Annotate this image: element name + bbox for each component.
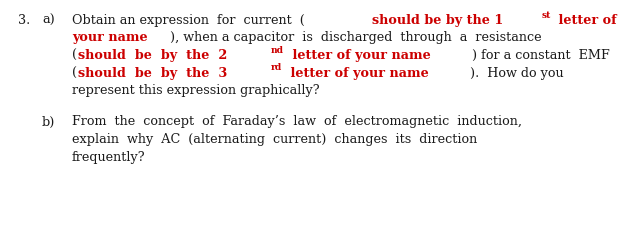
Text: From  the  concept  of  Faraday’s  law  of  electromagnetic  induction,: From the concept of Faraday’s law of ele… (72, 115, 522, 128)
Text: rd: rd (271, 63, 282, 72)
Text: (: ( (72, 66, 77, 79)
Text: b): b) (42, 115, 55, 128)
Text: a): a) (42, 14, 55, 27)
Text: letter of your name: letter of your name (286, 66, 428, 79)
Text: ), when a capacitor  is  discharged  through  a  resistance: ), when a capacitor is discharged throug… (170, 31, 541, 44)
Text: should be by the 1: should be by the 1 (372, 14, 504, 27)
Text: 3.: 3. (18, 14, 31, 27)
Text: ).  How do you: ). How do you (470, 66, 563, 79)
Text: ) for a constant  EMF: ) for a constant EMF (472, 49, 610, 62)
Text: nd: nd (271, 46, 284, 55)
Text: (: ( (72, 49, 77, 62)
Text: should  be  by  the  2: should be by the 2 (78, 49, 228, 62)
Text: letter of your name: letter of your name (288, 49, 431, 62)
Text: letter of: letter of (554, 14, 616, 27)
Text: Obtain an expression  for  current  (: Obtain an expression for current ( (72, 14, 305, 27)
Text: your name: your name (72, 31, 148, 44)
Text: should  be  by  the  3: should be by the 3 (78, 66, 228, 79)
Text: st: st (542, 11, 551, 20)
Text: represent this expression graphically?: represent this expression graphically? (72, 84, 320, 97)
Text: explain  why  AC  (alternating  current)  changes  its  direction: explain why AC (alternating current) cha… (72, 132, 477, 145)
Text: frequently?: frequently? (72, 150, 146, 163)
